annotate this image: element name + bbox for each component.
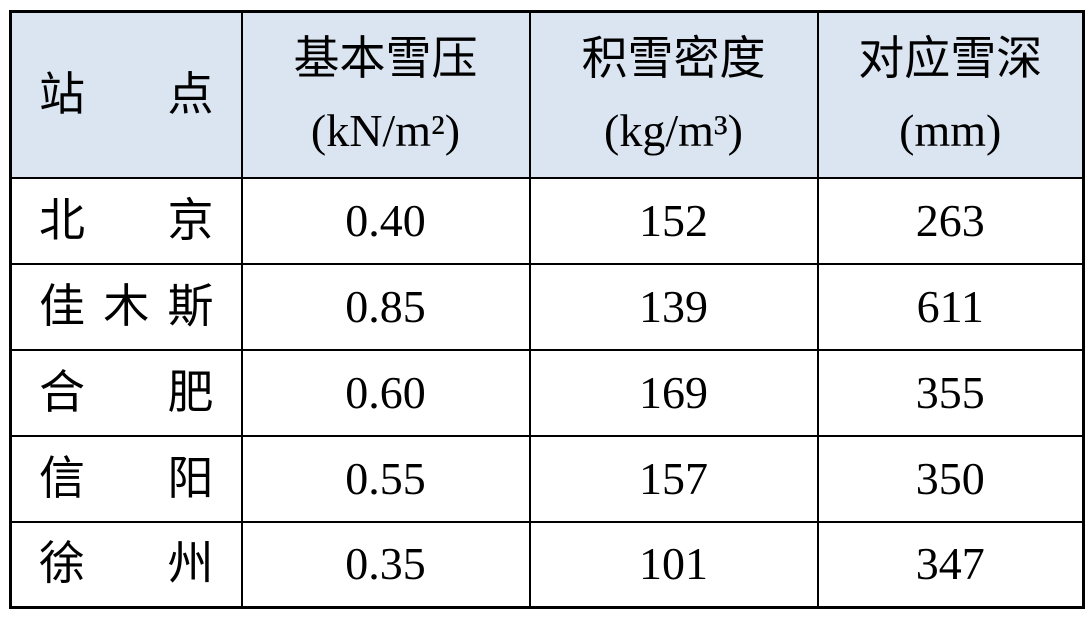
- table-body: 北 京 0.40 152 263 佳木斯 0.85 139 611 合 肥 0.…: [9, 176, 1085, 609]
- pressure-cell: 0.35: [240, 520, 531, 609]
- station-cell: 徐 州: [9, 520, 243, 609]
- pressure-cell: 0.40: [240, 176, 531, 265]
- header-depth: 对应雪深 (mm): [816, 10, 1085, 179]
- header-depth-unit: (mm): [899, 104, 1002, 156]
- station-cell: 合 肥: [9, 348, 243, 437]
- table-row: 信 阳 0.55 157 350: [9, 434, 1085, 523]
- header-pressure: 基本雪压 (kN/m²): [240, 10, 531, 179]
- header-density-title: 积雪密度: [581, 32, 766, 84]
- station-cell: 北 京: [9, 176, 243, 265]
- table-row: 佳木斯 0.85 139 611: [9, 262, 1085, 351]
- snow-data-table: 站 点 基本雪压 (kN/m²) 积雪密度 (kg/m³) 对应雪深 (mm) …: [9, 10, 1085, 609]
- depth-cell: 263: [816, 176, 1085, 265]
- density-cell: 101: [528, 520, 819, 609]
- depth-cell: 611: [816, 262, 1085, 351]
- station-cell: 信 阳: [9, 434, 243, 523]
- pressure-cell: 0.55: [240, 434, 531, 523]
- header-pressure-title: 基本雪压: [293, 32, 478, 84]
- header-station-title: 站 点: [39, 68, 214, 120]
- table-header: 站 点 基本雪压 (kN/m²) 积雪密度 (kg/m³) 对应雪深 (mm): [9, 10, 1085, 179]
- density-cell: 152: [528, 176, 819, 265]
- pressure-cell: 0.60: [240, 348, 531, 437]
- header-station: 站 点: [9, 10, 243, 179]
- table-row: 北 京 0.40 152 263: [9, 176, 1085, 265]
- pressure-cell: 0.85: [240, 262, 531, 351]
- header-depth-title: 对应雪深: [858, 32, 1043, 84]
- density-cell: 157: [528, 434, 819, 523]
- depth-cell: 347: [816, 520, 1085, 609]
- depth-cell: 355: [816, 348, 1085, 437]
- table-row: 徐 州 0.35 101 347: [9, 520, 1085, 609]
- depth-cell: 350: [816, 434, 1085, 523]
- header-density: 积雪密度 (kg/m³): [528, 10, 819, 179]
- density-cell: 169: [528, 348, 819, 437]
- header-pressure-unit: (kN/m²): [310, 104, 461, 156]
- header-row: 站 点 基本雪压 (kN/m²) 积雪密度 (kg/m³) 对应雪深 (mm): [9, 10, 1085, 179]
- station-cell: 佳木斯: [9, 262, 243, 351]
- density-cell: 139: [528, 262, 819, 351]
- header-density-unit: (kg/m³): [604, 104, 743, 156]
- table-row: 合 肥 0.60 169 355: [9, 348, 1085, 437]
